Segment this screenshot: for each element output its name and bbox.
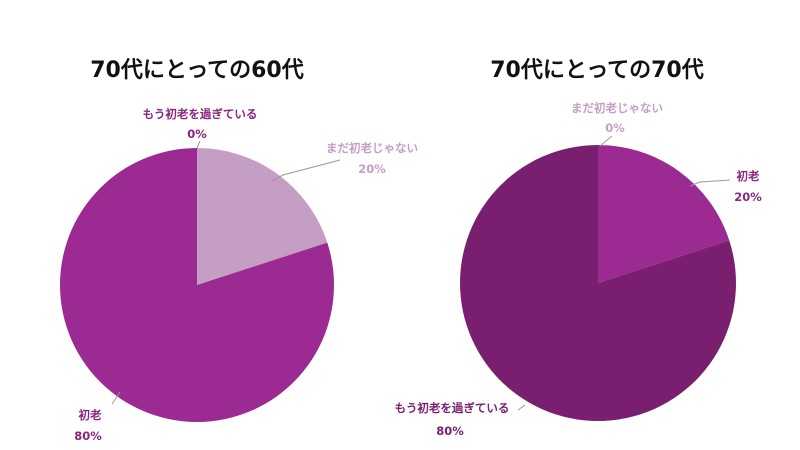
chart-1-value-past: 0% xyxy=(187,127,207,141)
chart-1-leader-shoro xyxy=(111,391,121,405)
chart-2-label-not-yet: まだ初老じゃない xyxy=(571,101,663,115)
chart-1-value-not-yet: 20% xyxy=(358,162,386,176)
chart-1: 70代にとっての60代 もう初老を過ぎている 0% まだ初老じゃない 20% 初… xyxy=(59,58,418,443)
chart-1-slice-not-yet xyxy=(197,148,328,285)
chart-2-label-shoro: 初老 xyxy=(737,169,760,183)
chart-2: 70代にとっての70代 まだ初老じゃない 0% 初老 20% もう初老を過ぎてい… xyxy=(395,58,763,438)
chart-2-leader-past xyxy=(517,404,526,411)
chart-1-leader-not-yet xyxy=(271,159,341,182)
chart-2-leader-not-yet xyxy=(599,135,613,147)
chart-1-slice-shoro xyxy=(59,148,334,423)
chart-2-leader-lines xyxy=(517,135,731,411)
chart-2-slice-past xyxy=(460,145,736,422)
chart-1-leader-past xyxy=(196,140,201,149)
chart-1-label-past: もう初老を過ぎている xyxy=(143,107,258,121)
chart-1-title: 70代にとっての60代 xyxy=(90,58,303,83)
chart-1-slices xyxy=(59,148,334,423)
chart-2-value-shoro: 20% xyxy=(734,190,762,204)
chart-1-label-not-yet: まだ初老じゃない xyxy=(326,141,418,155)
chart-2-leader-shoro xyxy=(689,179,731,187)
chart-2-label-past: もう初老を過ぎている xyxy=(395,401,510,415)
chart-1-leader-lines xyxy=(111,140,341,405)
chart-2-value-past: 80% xyxy=(436,424,464,438)
chart-1-value-shoro: 80% xyxy=(74,429,102,443)
chart-2-title: 70代にとっての70代 xyxy=(490,58,703,83)
chart-2-slice-shoro xyxy=(598,145,730,283)
chart-2-slices xyxy=(460,145,736,422)
chart-1-label-shoro: 初老 xyxy=(79,408,102,422)
chart-2-value-not-yet: 0% xyxy=(605,121,625,135)
